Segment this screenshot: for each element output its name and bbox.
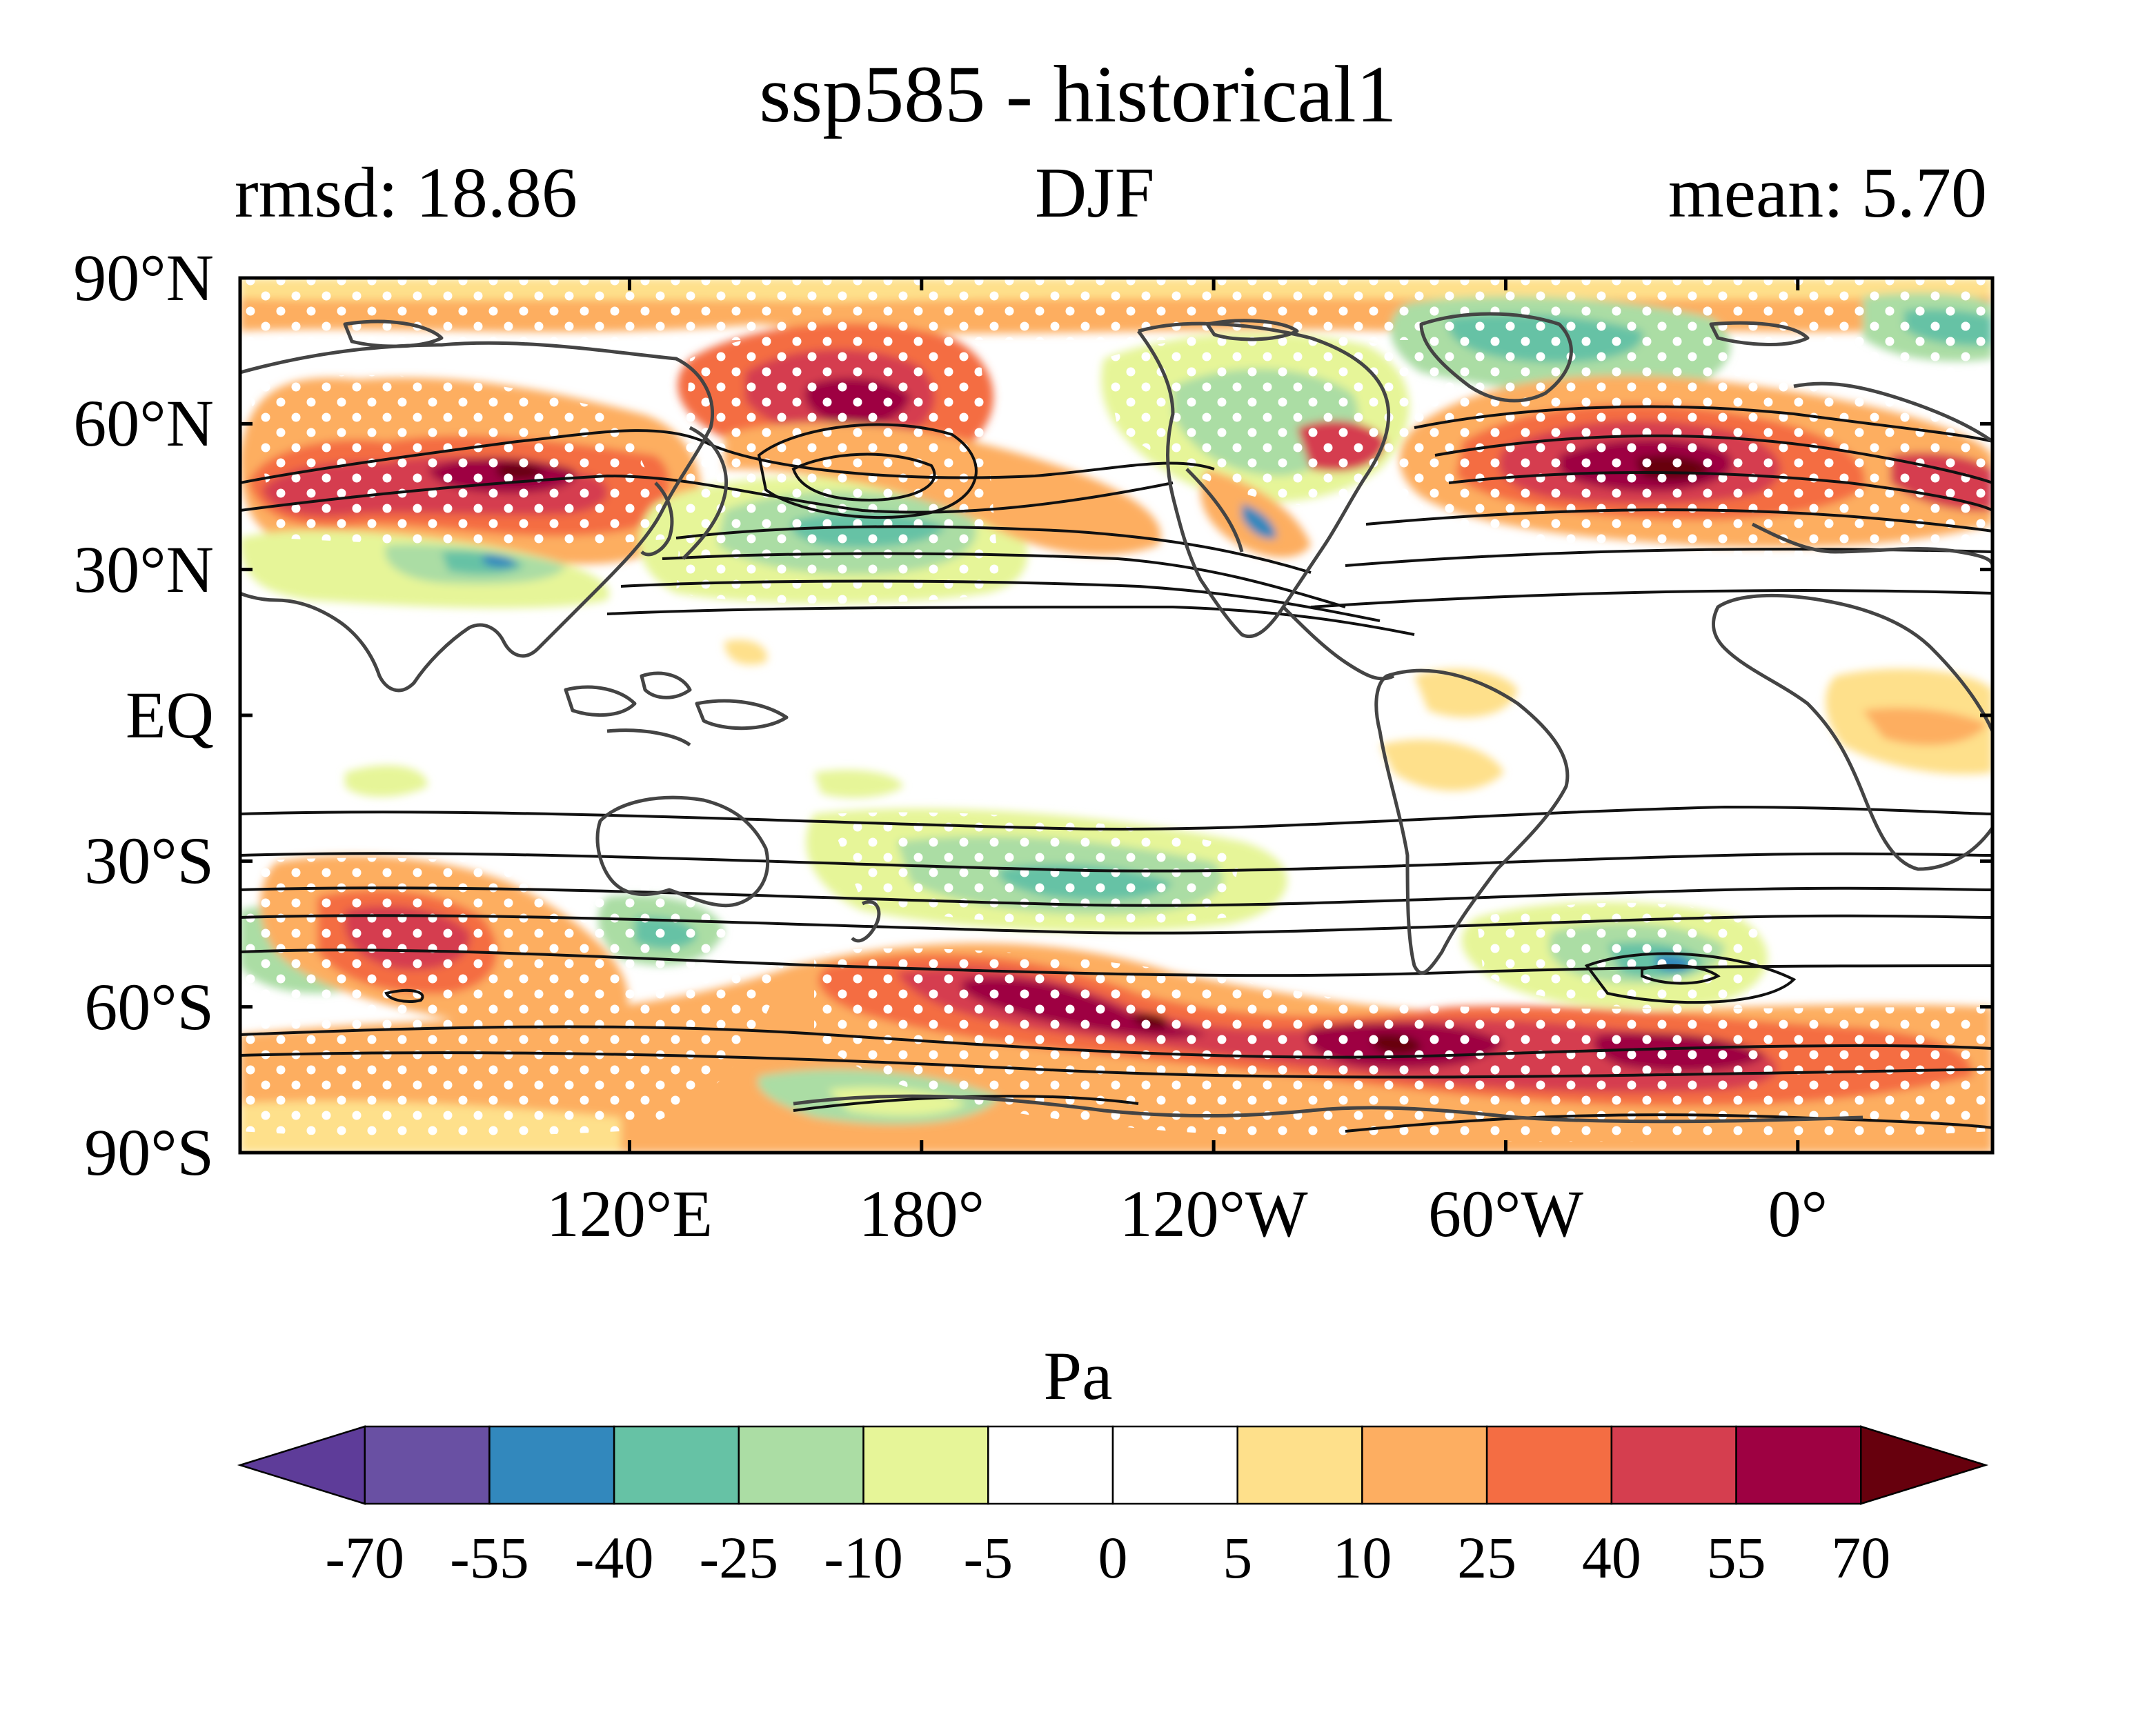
colorbar-level-label: 70 [1831, 1524, 1891, 1591]
colorbar-max-arrow [1860, 1425, 1989, 1505]
colorbar [237, 1425, 1989, 1505]
colorbar-level-label: 40 [1581, 1524, 1641, 1591]
colorbar-box [1735, 1425, 1862, 1505]
colorbar-box [488, 1425, 615, 1505]
x-tick-label: 180° [858, 1177, 985, 1251]
colorbar-level-label: -70 [325, 1524, 405, 1591]
colorbar-level-label: -5 [963, 1524, 1013, 1591]
y-tick-label: 60°S [84, 969, 214, 1044]
x-tick-label: 60°W [1427, 1177, 1583, 1251]
colorbar-box [613, 1425, 740, 1505]
y-tick-label: 90°N [73, 241, 214, 315]
y-tick-label: 30°S [84, 824, 214, 898]
colorbar-level-label: 10 [1332, 1524, 1392, 1591]
rmsd-label: rmsd: 18.86 [235, 153, 577, 232]
colorbar-min-arrow [237, 1425, 366, 1505]
y-tick-label: 60°N [73, 386, 214, 461]
colorbar-box [1610, 1425, 1737, 1505]
season-label: DJF [1035, 153, 1155, 232]
x-tick-label: 120°W [1119, 1177, 1308, 1251]
y-tick-label: 90°S [84, 1115, 214, 1189]
x-tick-label: 0° [1768, 1177, 1828, 1251]
colorbar-box [738, 1425, 864, 1505]
y-tick-label: EQ [126, 678, 214, 752]
colorbar-box [1111, 1425, 1238, 1505]
colorbar-box [1361, 1425, 1488, 1505]
colorbar-level-label: -10 [824, 1524, 903, 1591]
mean-label: mean: 5.70 [1668, 153, 1987, 232]
colorbar-box [1236, 1425, 1363, 1505]
colorbar-box [987, 1425, 1114, 1505]
coastlines [240, 312, 1992, 1124]
y-tick-label: 30°N [73, 532, 214, 606]
colorbar-unit-label: Pa [1043, 1338, 1113, 1414]
colorbar-box [364, 1425, 491, 1505]
colorbar-level-label: -40 [574, 1524, 654, 1591]
colorbar-box [1485, 1425, 1613, 1505]
colorbar-level-label: 0 [1098, 1524, 1128, 1591]
colorbar-level-label: -55 [450, 1524, 529, 1591]
colorbar-box [862, 1425, 989, 1505]
x-tick-label: 120°E [546, 1177, 713, 1251]
colorbar-level-label: 25 [1457, 1524, 1517, 1591]
colorbar-level-label: 55 [1706, 1524, 1766, 1591]
map-title: ssp585 - historical1 [759, 49, 1397, 139]
colorbar-level-label: -25 [699, 1524, 779, 1591]
colorbar-level-label: 5 [1223, 1524, 1253, 1591]
